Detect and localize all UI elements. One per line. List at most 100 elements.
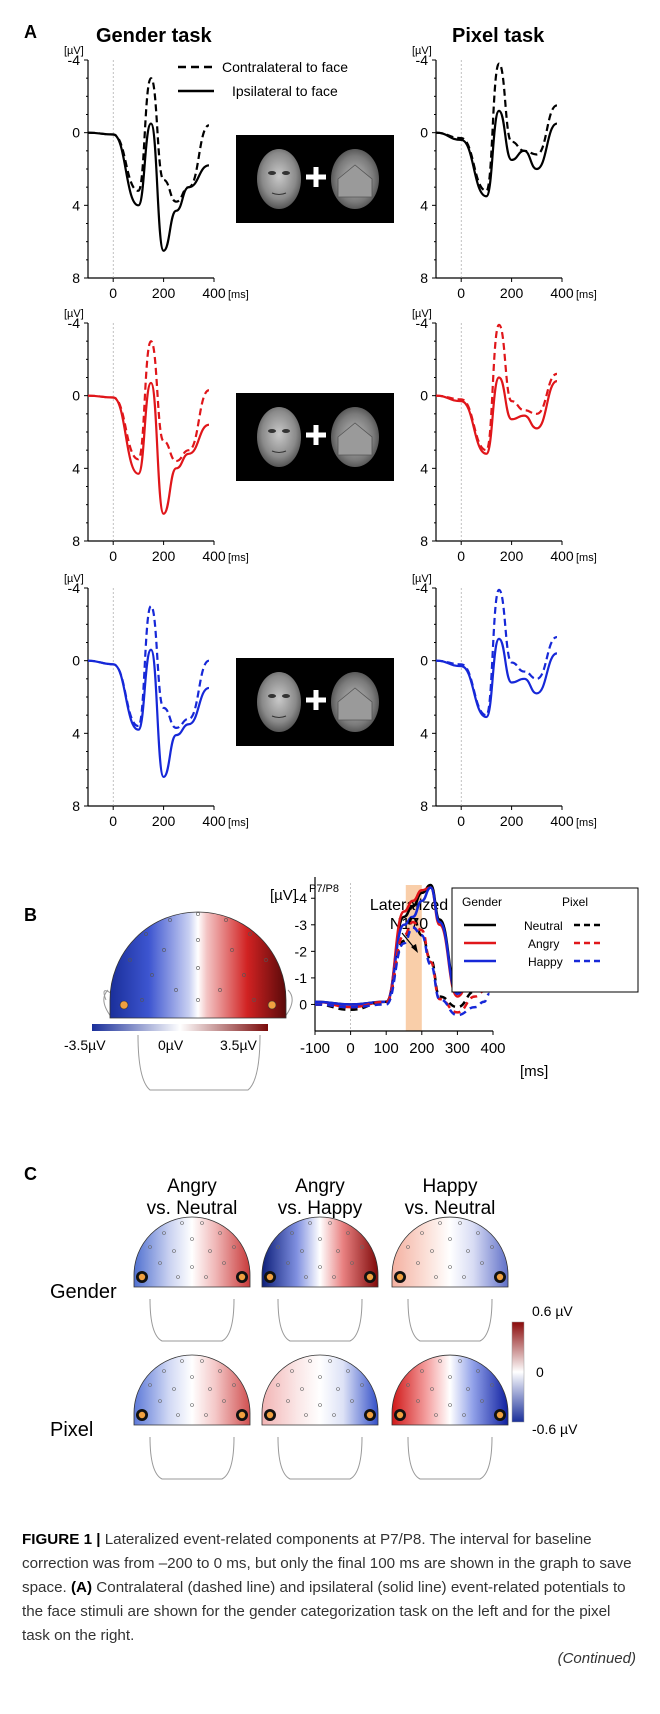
x-unit: [ms] [576,289,597,301]
electrode-dot [222,1399,226,1403]
panel-c-letter: C [24,1164,37,1184]
roi-electrode-dot [366,1273,374,1281]
electrode-dot [200,1221,204,1225]
electrode-dot [200,1359,204,1363]
panel-b-scale-mid: 0µV [158,1037,184,1053]
y-tick-label: -4 [68,52,81,68]
roi-electrode-dot [396,1411,404,1419]
electrode-dot [448,1265,452,1269]
y-tick-label: -4 [68,580,81,596]
electrode-dot [458,1221,462,1225]
b-y-tick-label: -2 [295,943,308,959]
electrode-dot [158,1399,162,1403]
electrode-dot [332,1275,336,1279]
panel-c-topomaps [133,1216,509,1480]
electrode-dot [328,1221,332,1225]
x-tick-label: 400 [202,548,226,564]
contralateral-line [435,588,558,717]
electrode-dot [276,1383,280,1387]
topomap-gender-angry-vs-happy [261,1216,379,1342]
face-eye-left [268,171,276,175]
electrode-dot [438,1221,442,1225]
electrode-dot [406,1383,410,1387]
gender-task-title: Gender task [96,25,212,47]
electrode-dot [406,1245,410,1249]
electrode-dot [462,1413,466,1417]
y-tick-label: -4 [416,580,429,596]
b-y-tick-label: -1 [295,970,308,986]
contralateral-line [87,77,210,203]
panel-b-chart: -4-3-2-10-100 0 100 200 300 400[µV][ms]P7/P8L… [270,877,548,1080]
fixation-cross [306,690,326,710]
row-gender-label: Gender [50,1281,117,1303]
topomap-pixel-happy-vs-neutral [391,1354,509,1480]
roi-electrode-dot [496,1273,504,1281]
y-tick-label: 4 [72,197,80,213]
legend-dashed-label: Contralateral to face [222,59,348,75]
electrode-dot [190,1375,194,1379]
y-tick-label: 4 [420,460,428,476]
electrode-dot [158,1261,162,1265]
panel-c-colorbar [511,1321,525,1423]
electrode-dot [360,1245,364,1249]
x-tick-label: 0 [457,285,465,301]
y-tick-label: -4 [416,315,429,331]
b-y-tick-label: -3 [295,917,308,933]
x-tick-label: 200 [152,813,176,829]
y-unit: [µV] [412,573,432,585]
b-pixel-happy-line [314,926,490,1017]
y-tick-label: 0 [420,388,428,404]
x-unit: [ms] [228,552,249,564]
face-eye-left [268,429,276,433]
figure-caption: FIGURE 1 | Lateralized event-related com… [22,1528,638,1648]
face-mouth [271,715,287,718]
head-outline [277,1298,363,1342]
electrode-dot [290,1231,294,1235]
stimulus-image-2 [236,393,394,481]
col1-line2: vs. Neutral [147,1198,238,1219]
y-tick-label: 8 [72,533,80,549]
row-pixel-label: Pixel [50,1419,93,1441]
legend-gender-header: Gender [462,895,502,909]
y-tick-label: 4 [420,197,428,213]
col3-line2: vs. Neutral [405,1198,496,1219]
contralateral-line [87,605,210,729]
x-tick-label: 200 [500,285,524,301]
face-mouth [271,192,287,195]
electrode-dot [318,1403,322,1407]
electrode-dot [218,1369,222,1373]
figure-canvas: A Gender task Pixel task Contralateral t… [24,22,639,1480]
topomap-gender-happy-vs-neutral [391,1216,509,1342]
stimulus-image-3 [236,658,394,746]
electrode-dot [176,1413,180,1417]
y-unit: [µV] [64,573,84,585]
electrode-dot [318,1237,322,1241]
electrode-dot [208,1249,212,1253]
caption-text-1: Lateralized event-related components at … [22,1531,632,1596]
electrode-dot [204,1413,208,1417]
b-y-tick-label: 0 [299,996,307,1012]
x-tick-label: 400 [550,813,574,829]
legend-pixel-header: Pixel [562,895,588,909]
electrode-dot [232,1383,236,1387]
panel-b-scale-max: 3.5µV [220,1037,258,1053]
head-outline [407,1298,493,1342]
b-x-tick-label: -100 [300,1040,330,1057]
x-tick-label: 0 [457,548,465,564]
scalp-map [133,1354,251,1426]
panel-a-legend: Contralateral to face Ipsilateral to fac… [178,59,348,99]
y-tick-label: -4 [68,315,81,331]
electrode-dot [448,1375,452,1379]
x-tick-label: 0 [109,285,117,301]
electrode-dot [346,1369,350,1373]
electrode-dot [180,1359,184,1363]
head-outline [277,1436,363,1480]
electrode-dot [290,1369,294,1373]
col2-line2: vs. Happy [278,1198,363,1219]
electrode-dot [328,1359,332,1363]
ipsilateral-line [435,637,558,719]
electrode-dot [172,1387,176,1391]
col1-line1: Angry [167,1176,217,1197]
y-tick-label: 0 [72,125,80,141]
